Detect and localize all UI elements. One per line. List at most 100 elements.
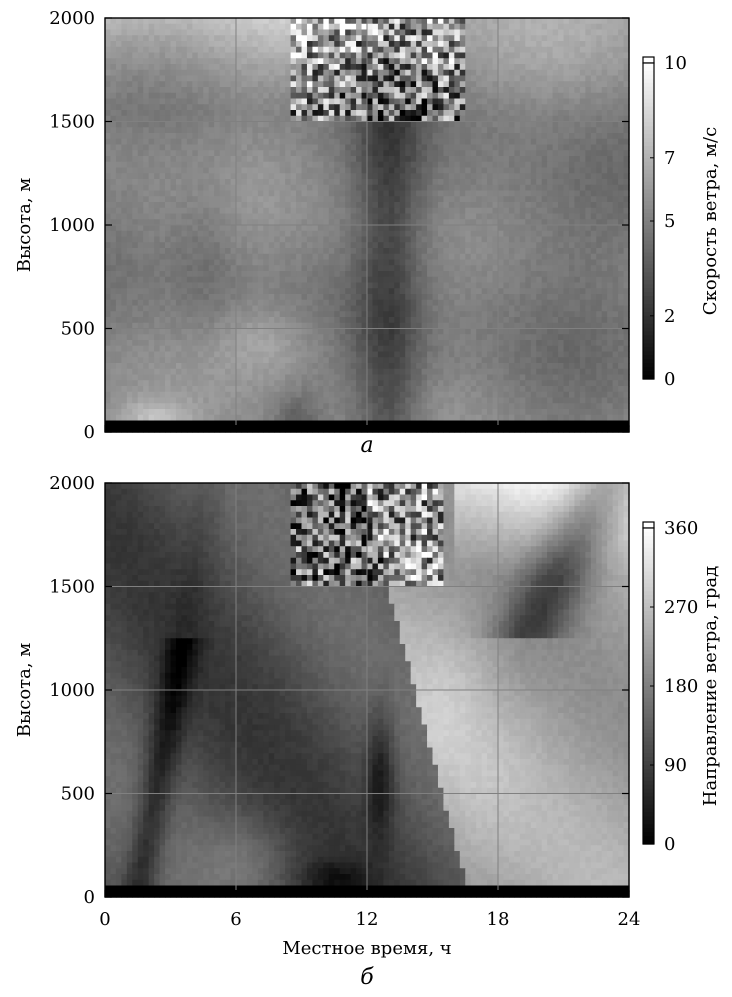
- heatmap-cell: [121, 288, 128, 295]
- heatmap-cell: [421, 167, 428, 174]
- heatmap-cell: [579, 288, 586, 295]
- heatmap-cell: [503, 156, 510, 163]
- heatmap-cell: [252, 29, 259, 36]
- heatmap-cell: [225, 69, 232, 77]
- heatmap-cell: [214, 248, 221, 255]
- heatmap-cell: [558, 236, 565, 243]
- heatmap-cell: [252, 69, 259, 77]
- heatmap-cell: [323, 242, 330, 249]
- heatmap-cell: [274, 156, 281, 163]
- heatmap-cell: [263, 58, 270, 65]
- heatmap-cell: [356, 41, 363, 48]
- heatmap-cell: [377, 184, 384, 192]
- heatmap-cell: [399, 179, 406, 186]
- heatmap-cell: [574, 288, 581, 295]
- heatmap-cell: [356, 213, 363, 220]
- heatmap-cell: [541, 196, 548, 203]
- heatmap-cell: [563, 271, 570, 278]
- heatmap-cell: [186, 41, 193, 48]
- heatmap-cell: [618, 190, 625, 197]
- heatmap-cell: [547, 299, 554, 307]
- heatmap-cell: [459, 69, 466, 77]
- heatmap-cell: [203, 299, 210, 307]
- heatmap-cell: [525, 156, 532, 163]
- heatmap-cell: [541, 179, 548, 186]
- heatmap-cell: [170, 288, 177, 295]
- heatmap-cell: [115, 207, 122, 215]
- heatmap-cell: [236, 52, 243, 59]
- heatmap-cell: [558, 127, 565, 134]
- heatmap-cell: [465, 236, 472, 243]
- heatmap-cell: [268, 161, 275, 169]
- heatmap-cell: [132, 92, 139, 100]
- heatmap-cell: [225, 104, 232, 111]
- heatmap-cell: [312, 299, 319, 307]
- heatmap-cell: [607, 58, 614, 65]
- heatmap-cell: [328, 29, 335, 36]
- heatmap-cell: [317, 299, 324, 307]
- heatmap-cell: [236, 127, 243, 134]
- heatmap-cell: [339, 87, 346, 94]
- heatmap-cell: [225, 121, 232, 128]
- heatmap-cell: [579, 225, 586, 232]
- heatmap-cell: [432, 190, 439, 197]
- heatmap-cell: [126, 18, 133, 25]
- heatmap-cell: [568, 305, 576, 312]
- heatmap-cell: [432, 41, 439, 48]
- heatmap-cell: [552, 179, 559, 186]
- heatmap-cell: [568, 213, 576, 220]
- heatmap-cell: [574, 121, 581, 128]
- heatmap-cell: [437, 35, 445, 42]
- heatmap-cell: [410, 75, 417, 82]
- heatmap-cell: [285, 196, 292, 203]
- heatmap-cell: [601, 127, 608, 134]
- heatmap-cell: [459, 64, 466, 71]
- heatmap-cell: [405, 127, 412, 134]
- heatmap-cell: [208, 138, 215, 146]
- heatmap-cell: [459, 230, 466, 238]
- heatmap-cell: [601, 271, 608, 278]
- heatmap-cell: [470, 115, 477, 123]
- heatmap-cell: [498, 288, 505, 295]
- heatmap-cell: [421, 150, 428, 157]
- heatmap-cell: [110, 236, 117, 243]
- heatmap-cell: [105, 184, 112, 192]
- heatmap-cell: [208, 202, 215, 209]
- heatmap-cell: [612, 35, 619, 42]
- heatmap-cell: [306, 253, 314, 261]
- heatmap-cell: [274, 161, 281, 169]
- heatmap-cell: [208, 271, 215, 278]
- heatmap-cell: [279, 207, 286, 215]
- heatmap-cell: [148, 253, 155, 261]
- heatmap-cell: [296, 104, 303, 111]
- heatmap-cell: [175, 196, 183, 203]
- heatmap-cell: [186, 52, 193, 59]
- heatmap-cell: [241, 207, 248, 215]
- heatmap-cell: [492, 69, 499, 77]
- heatmap-cell: [519, 311, 526, 318]
- heatmap-cell: [230, 253, 237, 261]
- heatmap-cell: [476, 75, 483, 82]
- heatmap-cell: [514, 115, 521, 123]
- heatmap-cell: [590, 213, 597, 220]
- heatmap-cell: [579, 156, 586, 163]
- heatmap-cell: [350, 173, 357, 180]
- heatmap-cell: [596, 173, 603, 180]
- heatmap-cell: [170, 173, 177, 180]
- heatmap-cell: [268, 92, 275, 100]
- heatmap-cell: [323, 294, 330, 301]
- heatmap-cell: [596, 18, 603, 25]
- heatmap-cell: [306, 219, 314, 226]
- heatmap-cell: [388, 35, 395, 42]
- heatmap-cell: [154, 202, 161, 209]
- heatmap-cell: [579, 161, 586, 169]
- heatmap-cell: [252, 144, 259, 151]
- heatmap-cell: [437, 219, 445, 226]
- heatmap-cell: [285, 248, 292, 255]
- heatmap-cell: [126, 242, 133, 249]
- heatmap-cell: [476, 311, 483, 318]
- heatmap-cell: [607, 133, 614, 140]
- heatmap-cell: [137, 35, 144, 42]
- heatmap-cell: [274, 23, 281, 31]
- heatmap-cell: [579, 265, 586, 272]
